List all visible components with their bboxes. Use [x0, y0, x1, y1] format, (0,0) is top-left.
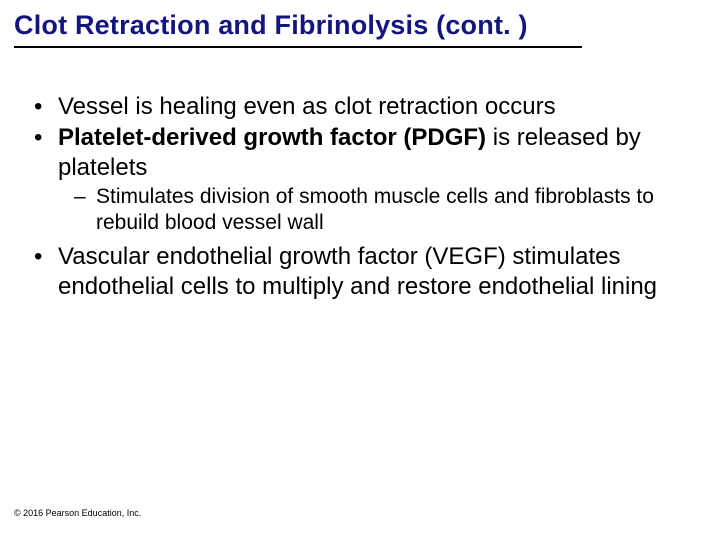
bullet-item: • Vessel is healing even as clot retract… — [34, 92, 688, 121]
bullet-item: • Platelet-derived growth factor (PDGF) … — [34, 123, 688, 182]
slide-title: Clot Retraction and Fibrinolysis (cont. … — [14, 10, 528, 41]
bullet-text: Vessel is healing even as clot retractio… — [58, 92, 688, 121]
title-underline — [14, 46, 582, 48]
bullet-item: • Vascular endothelial growth factor (VE… — [34, 242, 688, 301]
sub-bullet-text: Stimulates division of smooth muscle cel… — [96, 184, 688, 237]
bullet-text: Platelet-derived growth factor (PDGF) is… — [58, 123, 688, 182]
bullet-text: Vascular endothelial growth factor (VEGF… — [58, 242, 688, 301]
bullet-dot: • — [34, 92, 58, 121]
bullet-dot: • — [34, 123, 58, 182]
slide-content: • Vessel is healing even as clot retract… — [34, 92, 688, 303]
sub-dash: – — [74, 184, 96, 237]
sub-bullet-item: – Stimulates division of smooth muscle c… — [74, 184, 688, 237]
copyright-text: © 2016 Pearson Education, Inc. — [14, 508, 141, 518]
bold-term: Platelet-derived growth factor (PDGF) — [58, 124, 486, 151]
bullet-dot: • — [34, 242, 58, 301]
